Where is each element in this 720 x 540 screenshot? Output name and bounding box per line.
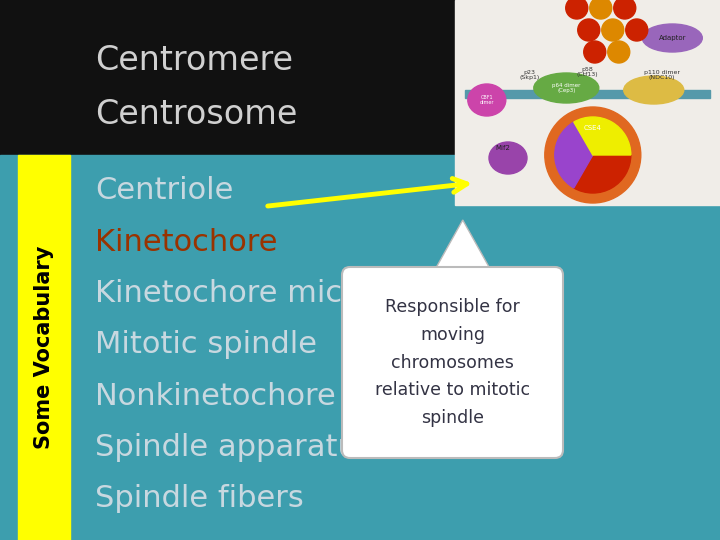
Circle shape bbox=[577, 19, 600, 41]
Text: Some Vocabulary: Some Vocabulary bbox=[34, 246, 54, 449]
Bar bbox=[18, 155, 70, 540]
Bar bbox=[465, 90, 710, 98]
Text: Responsible for
moving
chromosomes
relative to mitotic
spindle: Responsible for moving chromosomes relat… bbox=[375, 298, 530, 427]
Text: Spindle apparatus: Spindle apparatus bbox=[95, 433, 373, 462]
Circle shape bbox=[566, 0, 588, 19]
Text: p23
(Skp1): p23 (Skp1) bbox=[519, 70, 539, 80]
Text: p110 dimer
(NDC10): p110 dimer (NDC10) bbox=[644, 70, 680, 80]
Ellipse shape bbox=[642, 24, 702, 52]
Circle shape bbox=[584, 41, 606, 63]
Circle shape bbox=[545, 107, 641, 203]
Text: Spindle fibers: Spindle fibers bbox=[95, 484, 304, 514]
Text: Adaptor: Adaptor bbox=[659, 35, 686, 41]
Ellipse shape bbox=[624, 76, 684, 104]
Ellipse shape bbox=[468, 84, 505, 116]
FancyBboxPatch shape bbox=[342, 267, 563, 458]
Polygon shape bbox=[432, 220, 493, 275]
Text: Centriole: Centriole bbox=[95, 177, 233, 205]
Text: Nonkinetochore microtubules: Nonkinetochore microtubules bbox=[95, 382, 544, 411]
Text: Centrosome: Centrosome bbox=[95, 98, 297, 132]
Text: Mif2: Mif2 bbox=[495, 145, 510, 151]
Text: p64 dimer
(Cep3): p64 dimer (Cep3) bbox=[552, 83, 580, 93]
Ellipse shape bbox=[534, 73, 599, 103]
Circle shape bbox=[626, 19, 648, 41]
Text: Centromere: Centromere bbox=[95, 44, 293, 77]
Wedge shape bbox=[574, 155, 631, 193]
Circle shape bbox=[602, 19, 624, 41]
Circle shape bbox=[608, 41, 630, 63]
Ellipse shape bbox=[489, 142, 527, 174]
Wedge shape bbox=[555, 122, 593, 188]
Text: p58
(Ctf13): p58 (Ctf13) bbox=[577, 66, 598, 77]
Text: CSE4: CSE4 bbox=[584, 125, 602, 131]
Text: Kinetochore microtubules: Kinetochore microtubules bbox=[95, 279, 486, 308]
Bar bbox=[0, 0, 720, 155]
Text: Mitotic spindle: Mitotic spindle bbox=[95, 330, 317, 360]
Text: CBF1
dimer: CBF1 dimer bbox=[480, 94, 494, 105]
Text: Kinetochore: Kinetochore bbox=[95, 228, 277, 256]
Wedge shape bbox=[574, 117, 631, 155]
Circle shape bbox=[590, 0, 612, 19]
Circle shape bbox=[613, 0, 636, 19]
Bar bbox=[455, 0, 720, 205]
Bar bbox=[0, 155, 720, 540]
